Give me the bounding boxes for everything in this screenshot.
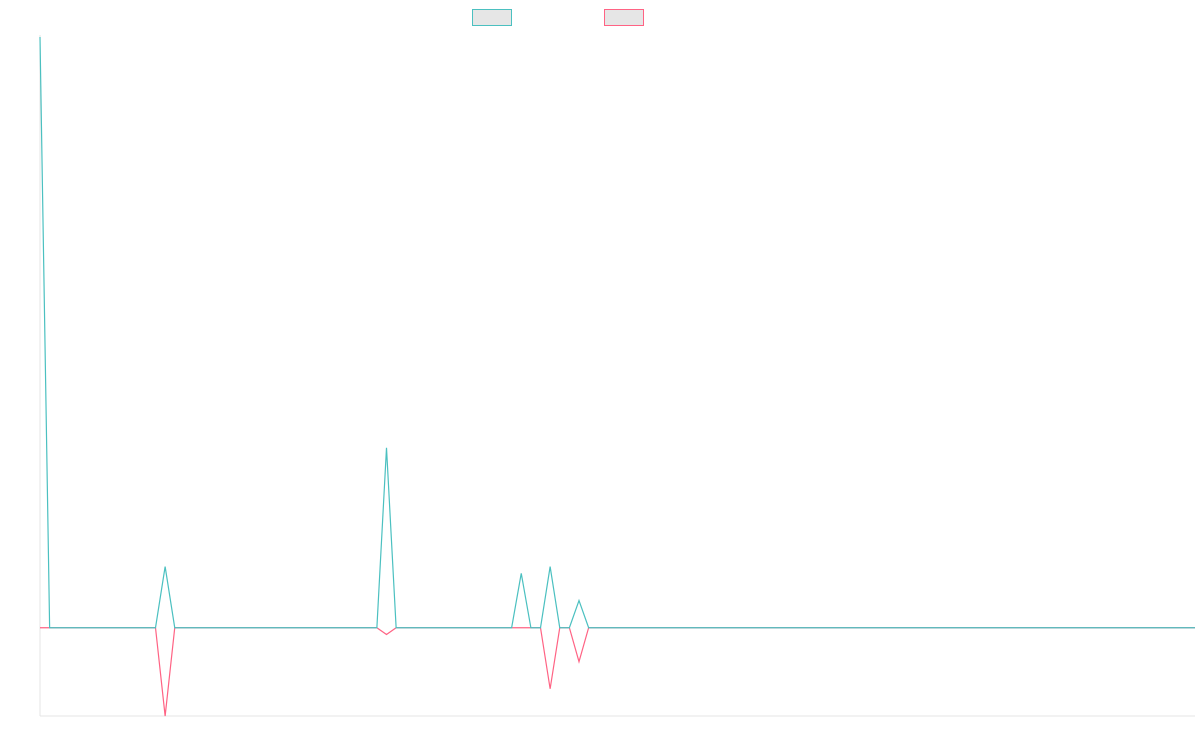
chart-axes [39,35,1195,717]
chart-legend[interactable] [472,9,644,26]
series-line [39,36,1195,629]
chart-series [39,36,1195,717]
legend-swatch [472,9,512,26]
series-line [40,627,1195,717]
legend-swatch [604,9,644,26]
